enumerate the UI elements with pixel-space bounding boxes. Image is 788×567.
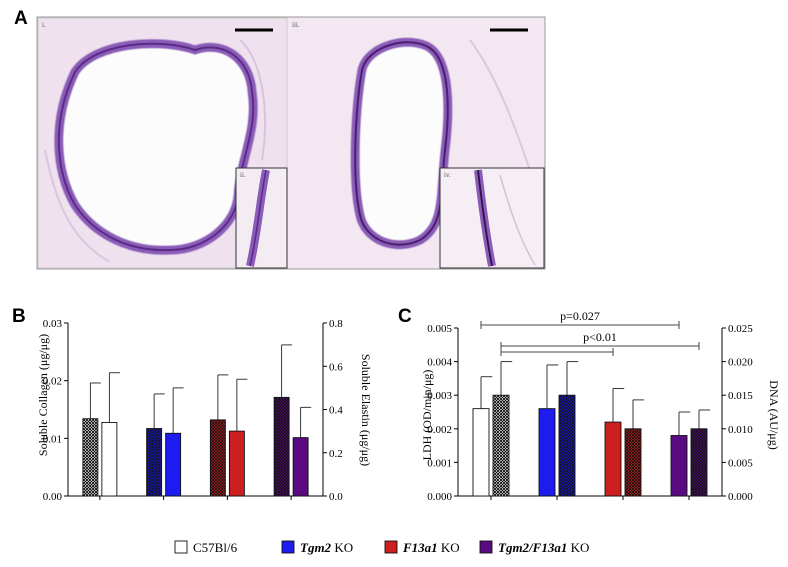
legend-swatch — [384, 540, 398, 554]
panel-b-letter: B — [12, 306, 26, 327]
panel-c-letter: C — [398, 306, 412, 327]
legend-label: F13a1 KO — [402, 540, 460, 555]
label-ii: ii. — [240, 171, 246, 179]
micrograph-inset-ii: ii. — [235, 167, 288, 269]
legend-swatch — [174, 540, 188, 554]
micrograph-inset-iv: iv. — [439, 167, 545, 269]
legend-label: Tgm2 KO — [300, 540, 353, 555]
legend-swatch — [479, 540, 493, 554]
panel-a-letter: A — [14, 8, 28, 29]
label-iv: iv. — [444, 171, 451, 179]
legend-swatch — [281, 540, 295, 554]
label-i: i. — [42, 21, 46, 29]
legend-label: Tgm2/F13a1 KO — [498, 540, 589, 555]
panel-a-micrographs: i. ii. iii. iv. — [36, 16, 546, 270]
legend-label: C57Bl/6 — [193, 540, 238, 555]
label-iii: iii. — [292, 21, 300, 29]
